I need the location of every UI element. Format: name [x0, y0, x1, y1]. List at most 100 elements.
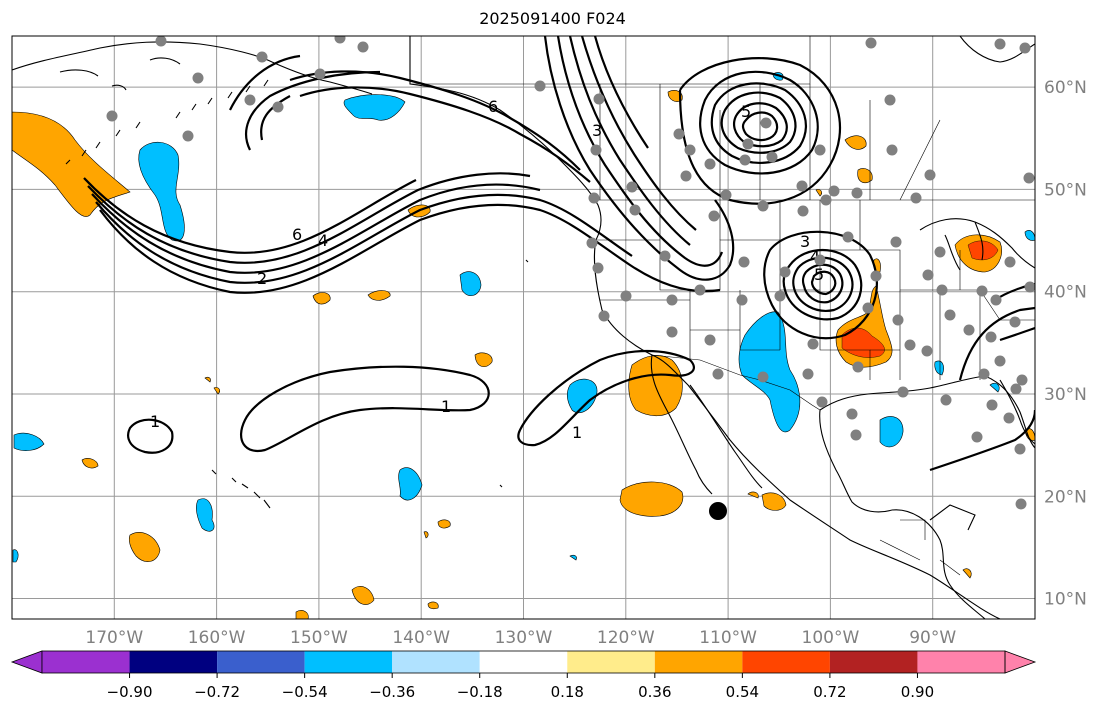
contour-label: 3 [592, 121, 602, 140]
station-dot [598, 310, 610, 322]
station-dot [828, 185, 840, 197]
longitude-label: 150°W [290, 628, 348, 648]
station-dot [921, 345, 933, 357]
station-dot [694, 284, 706, 296]
station-dot [985, 331, 997, 343]
station-dot [814, 144, 826, 156]
station-dot [846, 408, 858, 420]
station-dot [659, 250, 671, 262]
station-dot [963, 324, 975, 336]
station-dot [934, 246, 946, 258]
station-dot [807, 338, 819, 350]
storm-center-marker [709, 502, 727, 520]
station-dot [712, 368, 724, 380]
station-dot [588, 192, 600, 204]
station-dot [892, 314, 904, 326]
station-dot [910, 192, 922, 204]
colorbar-segment [479, 651, 568, 673]
contour-lines [83, 36, 1035, 472]
station-dot [708, 210, 720, 222]
longitude-label: 140°W [392, 628, 450, 648]
longitude-label: 120°W [597, 628, 655, 648]
station-dot [990, 294, 1002, 306]
plot-title: 2025091400 F024 [479, 9, 626, 28]
station-dot [1009, 316, 1021, 328]
station-dot [1003, 412, 1015, 424]
station-dot [738, 256, 750, 268]
colorbar-tick-label: −0.36 [369, 683, 415, 701]
contour-labels: 1 1 1 2 4 6 6 3 5 3 4 5 [150, 97, 824, 442]
station-dot [626, 181, 638, 193]
longitude-label: 90°W [909, 628, 956, 648]
station-dot [736, 294, 748, 306]
negative-anomaly-fill [12, 72, 1035, 563]
station-dot [884, 94, 896, 106]
station-dot [994, 38, 1006, 50]
contour-label: 1 [150, 412, 160, 431]
station-dot [994, 355, 1006, 367]
station-dot [666, 326, 678, 338]
station-dot [797, 205, 809, 217]
station-dot [629, 204, 641, 216]
station-dot [534, 80, 546, 92]
colorbar-tick-label: −0.90 [107, 683, 153, 701]
contour-label: 5 [814, 265, 824, 284]
station-dot [739, 154, 751, 166]
station-dot [106, 110, 118, 122]
longitude-label: 100°W [802, 628, 860, 648]
colorbar-segment [129, 651, 218, 673]
contour-label: 3 [800, 232, 810, 251]
station-dot [244, 94, 256, 106]
station-markers [106, 36, 1035, 510]
colorbar-segment [742, 651, 830, 673]
colorbar-segment [829, 651, 918, 673]
latitude-label: 10°N [1044, 590, 1087, 610]
colorbar-tick-label: −0.72 [194, 683, 240, 701]
station-dot [592, 262, 604, 274]
station-dot [757, 371, 769, 383]
colorbar-tick-label: 0.36 [638, 683, 671, 701]
station-dot [272, 101, 284, 113]
colorbar-segment [304, 651, 393, 673]
station-dot [1016, 374, 1028, 386]
station-dot [1019, 42, 1031, 54]
station-dot [357, 41, 369, 53]
colorbar-tick-labels: −0.90 −0.72 −0.54 −0.36 −0.18 0.18 0.36 0.54 0.7… [107, 673, 934, 701]
colorbar-tick-label: −0.54 [282, 683, 328, 701]
station-dot [922, 269, 934, 281]
station-dot [192, 72, 204, 84]
station-dot [971, 431, 983, 443]
station-dot [1023, 172, 1035, 184]
latitude-label: 20°N [1044, 487, 1087, 507]
station-dot [802, 368, 814, 380]
longitude-label: 160°W [188, 628, 246, 648]
colorbar [10, 650, 1037, 674]
station-dot [870, 270, 882, 282]
station-dot [842, 231, 854, 243]
colorbar-tick-label: −0.18 [457, 683, 503, 701]
station-dot [673, 128, 685, 140]
map-frame [11, 35, 1036, 620]
station-dot [924, 169, 936, 181]
longitude-label: 110°W [699, 628, 757, 648]
station-dot [314, 68, 326, 80]
station-dot [779, 266, 791, 278]
political-boundaries [410, 36, 1035, 576]
station-dot [816, 396, 828, 408]
station-dot [820, 194, 832, 206]
station-dot [862, 302, 874, 314]
station-dot [680, 170, 692, 182]
station-dot [936, 284, 948, 296]
contour-label: 1 [572, 423, 582, 442]
coastlines [12, 36, 1035, 619]
station-dot [684, 144, 696, 156]
station-dot [904, 339, 916, 351]
station-dot [774, 290, 786, 302]
latitude-label: 40°N [1044, 283, 1087, 303]
station-dot [886, 144, 898, 156]
station-dot [742, 138, 754, 150]
contour-label: 2 [257, 269, 267, 288]
station-dot [590, 144, 602, 156]
station-dot [814, 254, 826, 266]
